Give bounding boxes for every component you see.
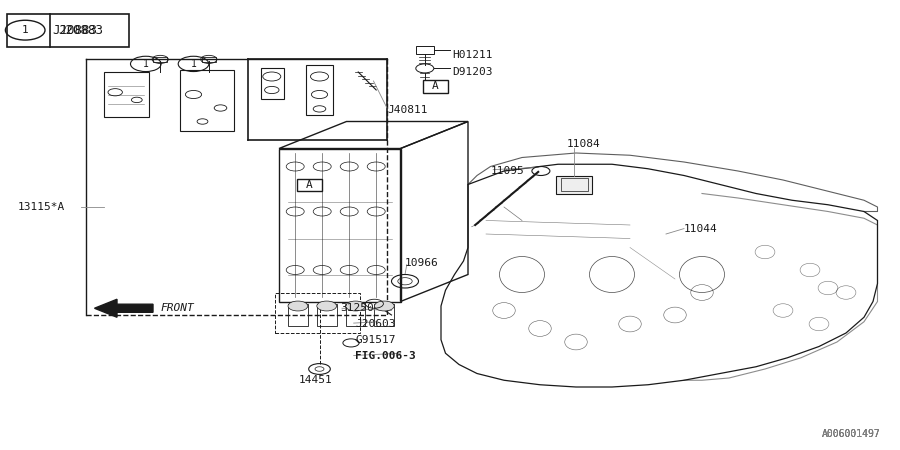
Text: 31250: 31250 xyxy=(340,303,374,313)
Bar xyxy=(416,46,434,54)
Text: 11095: 11095 xyxy=(491,166,524,176)
Polygon shape xyxy=(556,176,592,194)
Text: J20883: J20883 xyxy=(58,24,104,37)
Bar xyxy=(153,57,167,62)
Text: 14451: 14451 xyxy=(299,375,333,385)
Circle shape xyxy=(288,301,308,311)
Text: J20603: J20603 xyxy=(356,319,396,329)
Text: 11044: 11044 xyxy=(684,225,718,234)
Text: J40811: J40811 xyxy=(387,105,428,115)
Text: 1: 1 xyxy=(22,25,29,35)
Text: 1: 1 xyxy=(191,59,196,69)
Text: 10966: 10966 xyxy=(405,258,439,268)
Bar xyxy=(346,304,365,326)
Text: FRONT: FRONT xyxy=(160,303,194,313)
Bar xyxy=(7,14,129,47)
Text: FIG.006-3: FIG.006-3 xyxy=(356,351,416,361)
Text: A006001497: A006001497 xyxy=(822,429,880,439)
Bar xyxy=(274,292,360,333)
Bar xyxy=(561,178,588,191)
FancyArrow shape xyxy=(94,299,153,317)
Circle shape xyxy=(374,301,394,311)
Text: A: A xyxy=(432,81,439,91)
Bar xyxy=(288,304,308,326)
Text: D91203: D91203 xyxy=(453,67,493,77)
Circle shape xyxy=(317,301,337,311)
Bar xyxy=(297,179,322,191)
Text: A006001497: A006001497 xyxy=(822,429,880,439)
Text: G91517: G91517 xyxy=(356,335,396,345)
Bar xyxy=(374,304,394,326)
Text: 11084: 11084 xyxy=(567,139,601,149)
Bar xyxy=(317,304,337,326)
Bar xyxy=(423,80,448,93)
Text: 1: 1 xyxy=(143,59,148,69)
Circle shape xyxy=(346,301,365,311)
Text: 13115*A: 13115*A xyxy=(18,202,65,212)
Text: J20883: J20883 xyxy=(52,24,97,36)
Text: A: A xyxy=(306,180,313,190)
Bar xyxy=(202,57,216,62)
Text: H01211: H01211 xyxy=(453,50,493,60)
